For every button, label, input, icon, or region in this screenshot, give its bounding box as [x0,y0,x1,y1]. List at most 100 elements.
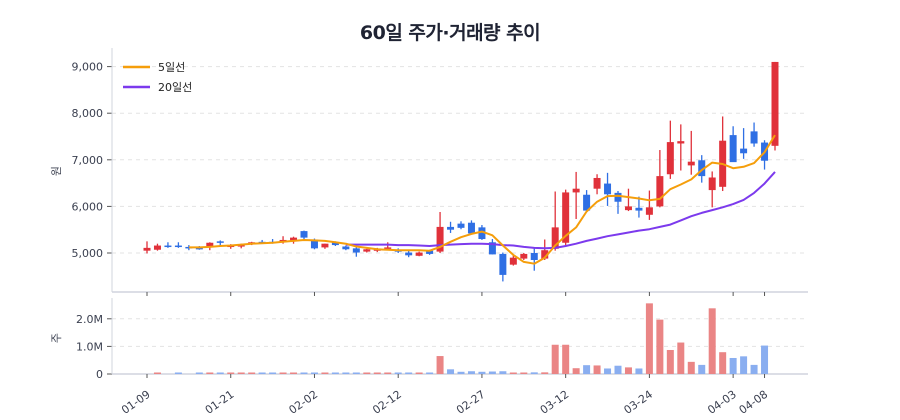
volume-bar [153,372,161,374]
volume-bar [583,365,591,374]
candle-down [447,226,455,230]
volume-bar [290,372,298,374]
candle-down [426,250,434,254]
volume-bar [174,372,182,374]
volume-bar [300,372,308,374]
volume-bar [237,372,245,374]
candle-down [300,231,308,238]
candle-up [541,250,549,259]
volume-bar [352,372,360,374]
candle-up [708,177,716,191]
candle-down [583,194,591,211]
volume-tick-label: 1.0M [76,340,103,353]
candle-up [551,227,559,249]
ma20-line [345,171,776,250]
volume-axis-title: 주 [50,333,63,343]
legend: 5일선 20일선 [123,60,192,94]
x-tick-label: 04-08 [737,388,771,417]
price-gridlines [112,66,808,254]
volume-tick-label: 2.0M [76,313,103,326]
candle-down [195,247,203,250]
volume-bar [436,356,444,374]
candle-down [530,253,538,260]
candle-down [750,131,758,144]
x-tick-label: 03-12 [538,388,572,417]
candle-down [185,246,193,249]
candle-up [415,252,423,256]
volume-bar [216,372,224,374]
candle-up [363,249,371,252]
candle-down [467,222,475,234]
volume-bar [269,372,277,374]
volume-bar [624,367,632,374]
volume-bar [520,372,528,374]
candle-down [216,241,224,243]
volume-bar [478,371,486,374]
candle-up [143,247,151,251]
candle-up [687,161,695,166]
volume-bar [687,361,695,374]
volume-bar [321,372,329,374]
volume-bar [761,345,769,374]
volume-bar [677,342,685,374]
volume-bar [248,372,256,374]
volume-bar [509,372,517,374]
volume-bar [708,308,716,374]
volume-bar [279,372,287,374]
candle-up [520,253,528,259]
volume-bar [363,372,371,374]
candle-down [488,242,496,255]
volume-bar [666,349,674,374]
volume-bar [750,364,758,374]
candle-down [499,253,507,275]
legend-label-ma5: 5일선 [158,60,185,74]
volume-bar [614,365,622,374]
chart-title: 60일 주가·거래량 추이 [359,22,541,44]
candle-up [237,245,245,247]
candlesticks [143,61,779,282]
candle-down [635,207,643,211]
volume-bar [656,319,664,374]
ma5-line [188,134,776,265]
candle-down [740,148,748,154]
candle-down [614,192,622,202]
candle-up [656,176,664,207]
x-tick-label: 03-24 [621,388,655,417]
volume-bar [541,372,549,374]
candle-down [164,245,172,248]
volume-bar [405,372,413,374]
candle-down [478,227,486,240]
volume-bar [572,368,580,374]
volume-bar [206,372,214,374]
price-tick-label: 9,000 [72,61,104,74]
volume-bar [604,368,612,374]
candle-up [153,245,161,250]
candle-down [342,246,350,250]
volume-bar [258,372,266,374]
candle-up [509,257,517,265]
volume-tick-label: 0 [96,368,103,381]
candle-up [384,247,392,249]
candle-down [331,242,339,246]
x-tick-label: 02-27 [454,388,488,417]
candle-down [352,248,360,253]
moving-average-lines [188,134,776,265]
volume-bar [530,372,538,374]
volume-bar [740,356,748,374]
price-axis-title: 원 [50,166,63,176]
candle-up [593,177,601,189]
candle-up [206,242,214,248]
x-tick-label: 01-21 [203,388,237,417]
price-tick-label: 5,000 [72,247,104,260]
x-tick-label: 04-03 [705,388,739,417]
volume-bar [593,365,601,374]
volume-bar [719,352,727,374]
candle-up [290,237,298,241]
candle-up [436,226,444,252]
volume-bar [698,364,706,374]
volume-bar [729,357,737,374]
candle-up [771,61,779,146]
volume-bars [153,303,769,374]
